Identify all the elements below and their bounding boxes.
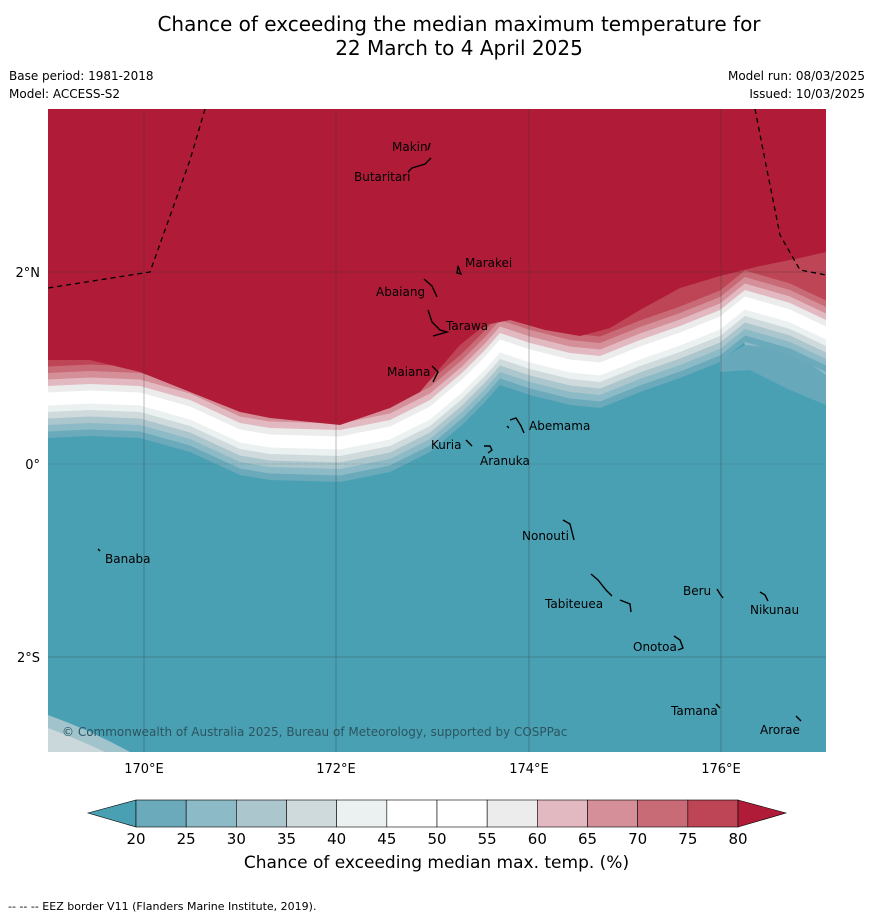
island-banaba	[97, 548, 101, 552]
island-maiana	[431, 365, 439, 383]
colorbar-segment	[537, 799, 588, 828]
colorbar: 20 25 30 35 40 45 50 55 60 65 70 75 80	[86, 799, 788, 848]
map-field: Makin Butaritari Marakei Abaiang Tarawa …	[48, 109, 826, 752]
label-arorae: Arorae	[760, 723, 800, 737]
colorbar-label: Chance of exceeding median max. temp. (%…	[243, 853, 630, 873]
lat-tick-2n: 2°N	[16, 266, 41, 281]
colorbar-over-arrow	[737, 799, 788, 828]
lon-tick-176: 176°E	[701, 762, 741, 777]
lon-tick-170: 170°E	[124, 762, 164, 777]
colorbar-tick-label: 75	[678, 830, 697, 848]
colorbar-tick-label: 40	[327, 830, 346, 848]
label-marakei: Marakei	[465, 256, 512, 270]
label-tabiteuea: Tabiteuea	[544, 597, 603, 611]
eez-border	[48, 109, 826, 289]
colorbar-tick-label: 20	[126, 830, 145, 848]
island-butaritari	[407, 157, 432, 173]
title-line-1: Chance of exceeding the median maximum t…	[157, 12, 761, 36]
model-name: Model: ACCESS-S2	[9, 87, 121, 101]
island-abaiang	[423, 278, 438, 298]
colorbar-segment	[236, 799, 287, 828]
lon-tick-174: 174°E	[509, 762, 549, 777]
label-aranuka: Aranuka	[480, 454, 530, 468]
colorbar-tick-label: 25	[177, 830, 196, 848]
footnote: -- -- -- EEZ border V11 (Flanders Marine…	[8, 900, 317, 913]
colorbar-segment	[587, 799, 638, 828]
colorbar-segment	[135, 799, 187, 828]
island-beru	[716, 588, 724, 599]
label-butaritari: Butaritari	[354, 170, 411, 184]
lat-tick-0: 0°	[25, 458, 40, 473]
colorbar-segment	[637, 799, 689, 828]
island-tarawa	[427, 309, 450, 337]
label-kuria: Kuria	[431, 438, 462, 452]
island-nonouti	[562, 519, 575, 541]
colorbar-segment	[486, 799, 538, 828]
title-line-2: 22 March to 4 April 2025	[335, 36, 583, 60]
meta-right: Model run: 08/03/2025 Issued: 10/03/2025	[728, 67, 865, 103]
colorbar-segment	[286, 799, 337, 828]
islands	[97, 142, 802, 722]
axis-ticks: 170°E 172°E 174°E 176°E 2°N 0° 2°S	[16, 266, 741, 777]
island-abemama	[506, 417, 525, 434]
lon-tick-172: 172°E	[316, 762, 356, 777]
label-maiana: Maiana	[387, 365, 430, 379]
map-title: Chance of exceeding the median maximum t…	[0, 12, 873, 60]
island-aranuka	[484, 445, 493, 454]
lat-tick-2s: 2°S	[17, 651, 40, 666]
colorbar-segment	[185, 799, 237, 828]
place-labels: Makin Butaritari Marakei Abaiang Tarawa …	[105, 140, 800, 737]
island-tamana	[715, 703, 721, 709]
copyright-notice: © Commonwealth of Australia 2025, Bureau…	[62, 725, 567, 739]
issued-date: Issued: 10/03/2025	[749, 87, 865, 101]
label-tamana: Tamana	[670, 704, 718, 718]
label-beru: Beru	[683, 584, 711, 598]
label-makin: Makin	[392, 140, 428, 154]
meta-left: Base period: 1981-2018 Model: ACCESS-S2	[9, 67, 154, 103]
island-makin	[427, 142, 431, 151]
model-run: Model run: 08/03/2025	[727, 69, 865, 83]
island-arorae	[795, 715, 802, 722]
island-kuria	[465, 439, 473, 447]
above-median-area	[48, 109, 826, 425]
colorbar-under-arrow	[86, 799, 137, 828]
label-tarawa: Tarawa	[445, 319, 488, 333]
island-nikunau	[759, 591, 769, 602]
colorbar-tick-label: 60	[528, 830, 547, 848]
label-banaba: Banaba	[105, 552, 151, 566]
label-abaiang: Abaiang	[376, 285, 425, 299]
colorbar-tick-label: 55	[478, 830, 497, 848]
colorbar-tick-label: 65	[578, 830, 597, 848]
colorbar-segment	[687, 799, 739, 828]
colorbar-segment	[436, 799, 488, 828]
gridlines	[48, 109, 826, 752]
colorbar-tick-label: 30	[227, 830, 246, 848]
colorbar-tick-label: 45	[377, 830, 396, 848]
base-period: Base period: 1981-2018	[9, 69, 154, 83]
label-onotoa: Onotoa	[633, 640, 677, 654]
colorbar-tick-label: 35	[277, 830, 296, 848]
colorbar-segment	[386, 799, 438, 828]
island-tabiteuea	[590, 573, 632, 613]
island-onotoa	[673, 635, 684, 651]
colorbar-segment	[336, 799, 388, 828]
label-abemama: Abemama	[529, 419, 590, 433]
island-marakei	[456, 265, 463, 276]
colorbar-tick-label: 70	[628, 830, 647, 848]
label-nonouti: Nonouti	[522, 529, 569, 543]
label-nikunau: Nikunau	[750, 603, 799, 617]
colorbar-tick-label: 50	[427, 830, 446, 848]
colorbar-tick-label: 80	[728, 830, 747, 848]
